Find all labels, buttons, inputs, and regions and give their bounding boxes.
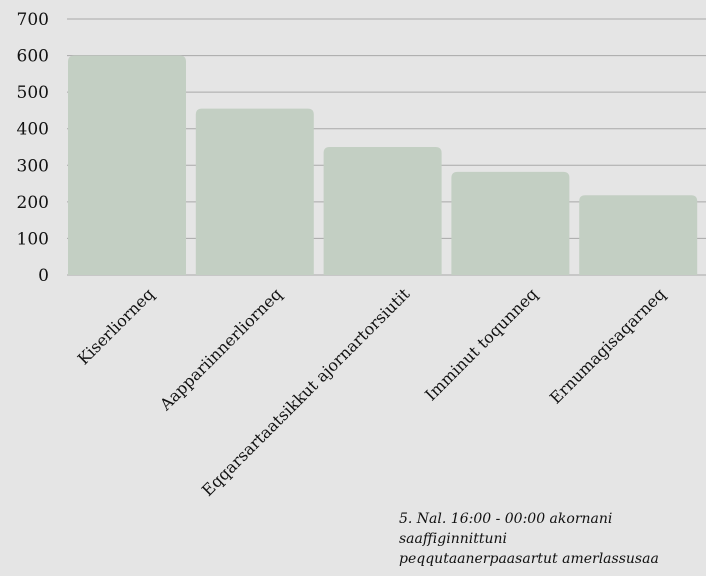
- bar: [68, 56, 186, 275]
- x-axis-labels: KiserliorneqAappariinnerliorneqEqqarsart…: [74, 284, 669, 500]
- y-tick-label: 200: [17, 193, 49, 213]
- y-tick-label: 400: [17, 120, 49, 140]
- y-axis-ticks: 0 100 200 300 400 500 600 700: [17, 10, 49, 286]
- bar: [451, 172, 569, 275]
- x-category-label: Kiserliorneq: [74, 284, 158, 368]
- y-tick-label: 700: [17, 10, 49, 30]
- x-category-label: Imminut toqunneq: [421, 284, 541, 404]
- bar: [579, 195, 697, 275]
- x-category-label: Aappariinnerliorneq: [155, 284, 285, 414]
- chart-caption: 5. Nal. 16:00 - 00:00 akornani saaffigin…: [399, 509, 706, 569]
- y-tick-label: 600: [17, 47, 49, 67]
- x-category-label: Ernumagisaqarneq: [546, 284, 669, 407]
- x-category-label: Eqqarsartaatsikkut ajornartorsiutit: [198, 284, 414, 500]
- bar: [196, 109, 314, 275]
- y-tick-label: 300: [17, 156, 49, 176]
- bar: [324, 147, 442, 275]
- y-tick-label: 500: [17, 83, 49, 103]
- y-tick-label: 0: [38, 266, 49, 286]
- y-tick-label: 100: [17, 229, 49, 249]
